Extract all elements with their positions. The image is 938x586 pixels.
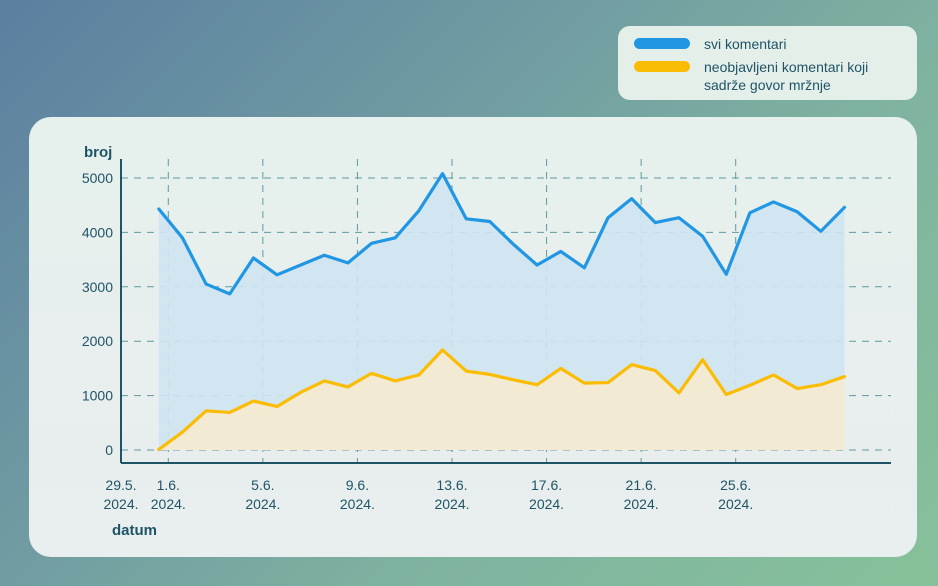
y-tick-label: 2000 — [82, 333, 113, 349]
series-line-1 — [157, 348, 847, 452]
chart-card: 0 1000 2000 3000 4000 5000 29.5. 2024. 1.6. 2024… — [29, 117, 917, 557]
legend: svi komentari neobjavljeni komentari koj… — [618, 26, 917, 100]
x-tick-labels: 29.5. 2024. 1.6. 2024. 5.6. 2024. 9.6. 2024. 13.… — [103, 477, 753, 512]
legend-label: neobjavljeni komentari koji sadrže govor… — [704, 59, 869, 93]
y-tick-label: 3000 — [82, 279, 113, 295]
series-area-1 — [158, 349, 845, 450]
legend-label: svi komentari — [704, 36, 787, 52]
y-tick-label: 5000 — [82, 170, 113, 186]
x-tick-label: 25.6. — [720, 477, 751, 493]
legend-item-all-comments: svi komentari — [634, 35, 909, 53]
x-tick-label-year: 2024. — [151, 496, 186, 512]
y-tick-label: 1000 — [82, 388, 113, 404]
x-tick-label-year: 2024. — [245, 496, 280, 512]
series-lines — [157, 172, 847, 452]
x-tick-label: 13.6. — [436, 477, 467, 493]
chart-svg: 0 1000 2000 3000 4000 5000 29.5. 2024. 1.6. 2024… — [82, 144, 891, 539]
y-tick-label: 0 — [105, 442, 113, 458]
axes — [120, 159, 891, 464]
x-tick-label: 21.6. — [626, 477, 657, 493]
x-tick-label-year: 2024. — [434, 496, 469, 512]
x-tick-label: 17.6. — [531, 477, 562, 493]
x-tick-label-year: 2024. — [340, 496, 375, 512]
x-tick-label: 29.5. — [105, 477, 136, 493]
x-tick-label: 1.6. — [157, 477, 180, 493]
y-tick-label: 4000 — [82, 224, 113, 240]
x-tick-label: 5.6. — [251, 477, 274, 493]
y-axis-title: broj — [84, 144, 112, 161]
x-axis-title: datum — [112, 522, 157, 539]
series-line-0 — [157, 172, 847, 296]
legend-swatch — [634, 38, 690, 49]
x-tick-label-year: 2024. — [624, 496, 659, 512]
x-tick-label-year: 2024. — [718, 496, 753, 512]
x-tick-label: 9.6. — [346, 477, 369, 493]
legend-item-hate-speech: neobjavljeni komentari koji sadrže govor… — [634, 58, 909, 94]
series-areas — [158, 173, 845, 450]
x-tick-label-year: 2024. — [103, 496, 138, 512]
y-tick-labels: 0 1000 2000 3000 4000 5000 — [82, 170, 113, 458]
legend-swatch — [634, 61, 690, 72]
x-tick-label-year: 2024. — [529, 496, 564, 512]
